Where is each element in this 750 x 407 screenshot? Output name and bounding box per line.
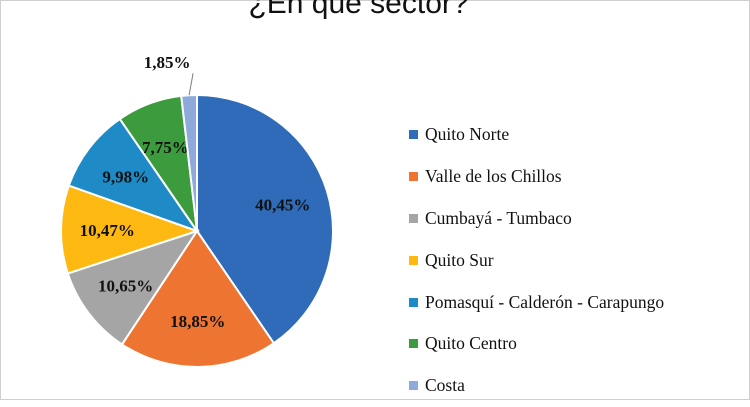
legend-item-quito-norte: Quito Norte bbox=[409, 114, 664, 156]
chart-title: ¿En qué sector? bbox=[248, 0, 469, 20]
legend-label: Quito Centro bbox=[425, 333, 517, 354]
legend-item-quito-sur: Quito Sur bbox=[409, 239, 664, 281]
legend-label: Quito Norte bbox=[425, 124, 510, 145]
data-label-valle-de-los-chillos: 18,85% bbox=[170, 312, 225, 331]
data-label-pomasqui-calderon-carapungo: 9,98% bbox=[102, 167, 149, 186]
legend-swatch bbox=[409, 339, 418, 349]
pie-slice-cumbaya-tumbaco bbox=[66, 229, 200, 346]
legend-label: Costa bbox=[425, 375, 465, 396]
legend-label: Pomasquí - Calderón - Carapungo bbox=[425, 291, 665, 312]
legend-swatch bbox=[409, 130, 418, 140]
data-label-cumbaya-tumbaco: 10,65% bbox=[98, 276, 153, 295]
data-label-quito-norte: 40,45% bbox=[255, 195, 310, 214]
legend-item-cumbaya-tumbaco: Cumbayá - Tumbaco bbox=[409, 198, 664, 240]
pie-slice-pomasqui-calderon-carapungo bbox=[67, 117, 200, 233]
chart-legend: Quito Norte Valle de los Chillos Cumbayá -… bbox=[409, 114, 664, 407]
data-label-costa: 1,85% bbox=[144, 53, 191, 72]
leader-line-costa bbox=[188, 73, 194, 96]
legend-label: Valle de los Chillos bbox=[425, 166, 562, 187]
legend-swatch bbox=[409, 172, 418, 182]
legend-label: Cumbayá - Tumbaco bbox=[425, 207, 572, 228]
pie-slice-quito-norte bbox=[196, 93, 334, 345]
legend-label: Quito Sur bbox=[425, 249, 494, 270]
legend-swatch bbox=[409, 381, 418, 391]
legend-item-costa: Costa bbox=[409, 365, 664, 407]
legend-swatch bbox=[409, 297, 418, 307]
legend-item-pomasqui-calderon-carapungo: Pomasquí - Calderón - Carapungo bbox=[409, 281, 664, 323]
legend-swatch bbox=[409, 255, 418, 265]
legend-item-valle-de-los-chillos: Valle de los Chillos bbox=[409, 156, 664, 198]
legend-item-quito-centro: Quito Centro bbox=[409, 323, 664, 365]
data-label-quito-centro: 7,75% bbox=[142, 138, 189, 157]
data-label-quito-sur: 10,47% bbox=[80, 221, 135, 240]
pie-slice-valle-de-los-chillos bbox=[120, 229, 276, 368]
pie-slice-quito-sur bbox=[60, 184, 201, 275]
legend-swatch bbox=[409, 213, 418, 223]
